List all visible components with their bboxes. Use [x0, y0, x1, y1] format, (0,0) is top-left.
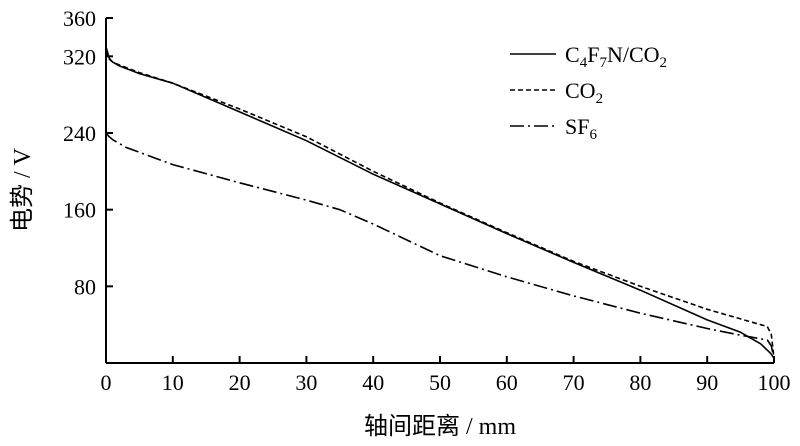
y-ticks: 80 160 240 320 360	[63, 6, 113, 299]
y-tick-label: 240	[63, 121, 96, 146]
series-line-1	[105, 51, 775, 359]
x-tick-label: 10	[162, 370, 184, 395]
y-tick-label: 320	[63, 44, 96, 69]
legend-subscript: 7	[599, 55, 607, 71]
x-tick-label: 30	[295, 370, 317, 395]
x-tick-label: 0	[101, 370, 112, 395]
legend-text: N/CO	[607, 42, 660, 67]
legend-subscript: 2	[660, 55, 668, 71]
legend-subscript: 2	[596, 91, 604, 107]
x-tick-label: 90	[696, 370, 718, 395]
y-axis-label: 电势 / V	[9, 147, 36, 232]
legend-label-1: CO2	[565, 78, 603, 107]
legend-text: CO	[565, 78, 596, 103]
legend-label-0: C4F7N/CO2	[565, 42, 667, 71]
x-tick-label: 60	[496, 370, 518, 395]
x-axis-label: 轴间距离 / mm	[364, 413, 516, 440]
plot-frame	[105, 18, 774, 364]
legend-text: C	[565, 42, 580, 67]
y-tick-label: 160	[63, 198, 96, 223]
x-ticks: 0 10 20 30 40 50 60 70 80 90 100	[101, 356, 791, 395]
y-tick-label: 80	[74, 274, 96, 299]
legend-subscript: 4	[580, 55, 588, 71]
x-tick-label: 70	[563, 370, 585, 395]
x-tick-label: 20	[229, 370, 251, 395]
legend-text: F	[587, 42, 599, 67]
legend-text: SF	[565, 114, 589, 139]
x-tick-label: 80	[629, 370, 651, 395]
series-layer	[105, 46, 775, 359]
series-line-2	[105, 132, 775, 359]
y-tick-label: 360	[63, 6, 96, 31]
x-tick-label: 100	[758, 370, 791, 395]
x-tick-label: 50	[429, 370, 451, 395]
x-tick-label: 40	[362, 370, 384, 395]
legend-subscript: 6	[589, 127, 597, 143]
legend-label-2: SF6	[565, 114, 597, 143]
